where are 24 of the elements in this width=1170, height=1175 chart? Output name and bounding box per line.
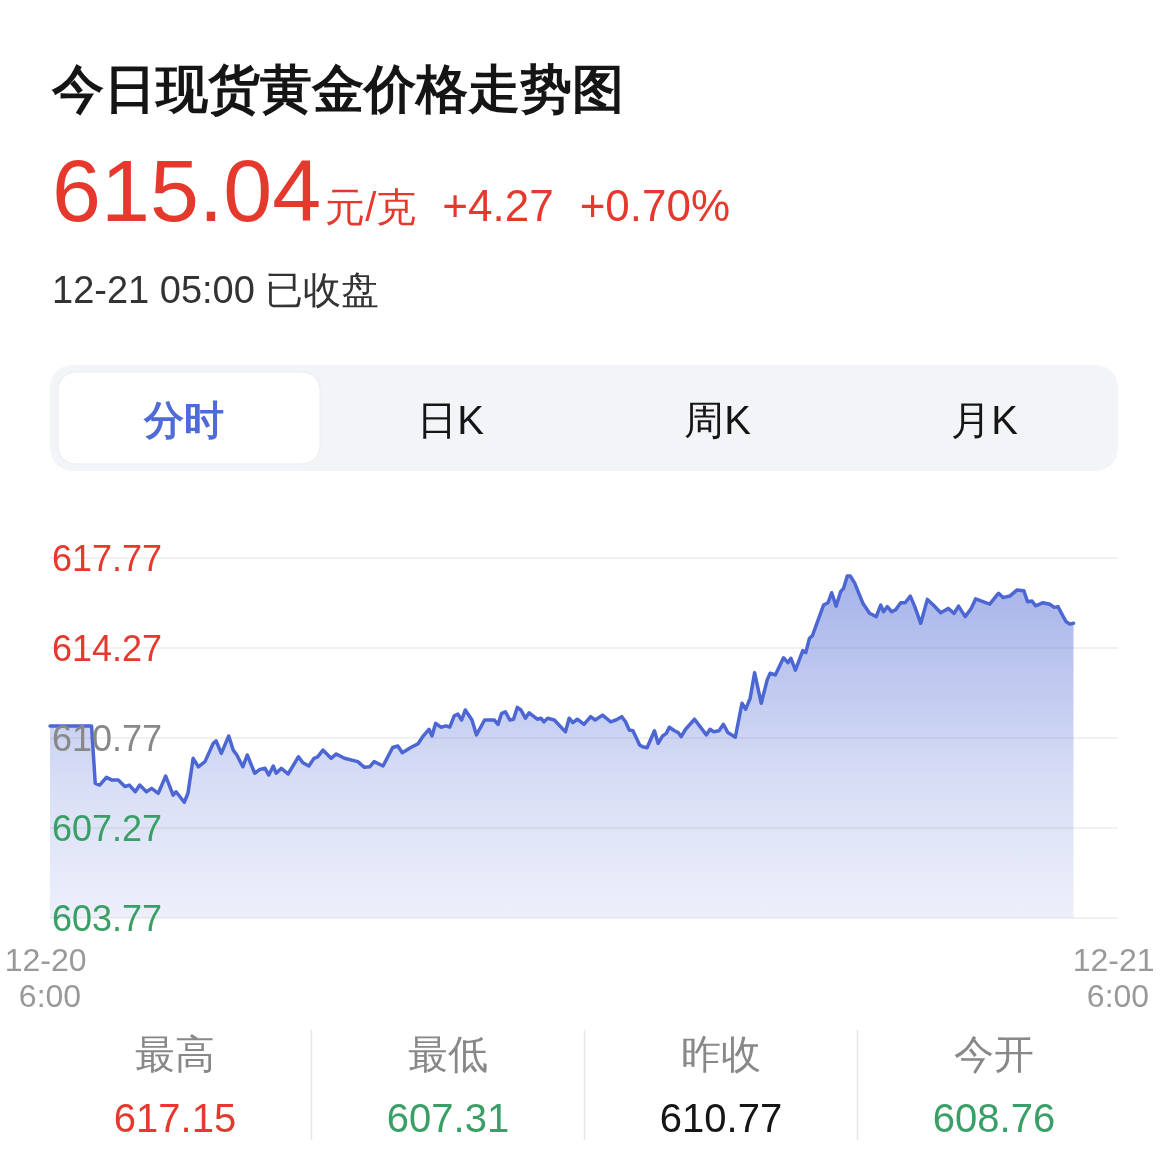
text: 610.77	[659, 1096, 783, 1140]
text: 元/克	[325, 185, 417, 229]
chart-title: 今日现货黄金价格走势图	[51, 60, 624, 118]
y-tick-label: 607.27	[52, 807, 163, 849]
text: +4.27	[442, 181, 554, 230]
y-tick-label: 603.77	[52, 897, 163, 939]
text: 607.31	[386, 1096, 510, 1140]
tab-label: 日K	[417, 398, 484, 442]
tab-selected: 分时	[57, 371, 321, 465]
text: 最高	[135, 1032, 215, 1076]
text: 617.15	[113, 1096, 237, 1140]
y-tick-label: 617.77	[52, 537, 163, 579]
text: 608.76	[932, 1096, 1056, 1140]
y-tick-label: 614.27	[52, 627, 163, 669]
text: 12-21 05:00 已收盘	[52, 269, 380, 311]
text: 昨收	[681, 1032, 761, 1076]
tab-label: 月K	[951, 398, 1018, 442]
x-tick-label: 12-21 6:00	[1072, 942, 1164, 1014]
text: 今开	[954, 1032, 1034, 1076]
text: 最低	[408, 1032, 488, 1076]
x-tick-label: 12-20 6:00	[4, 942, 96, 1014]
text: 615.04	[52, 141, 322, 240]
tab-label: 周K	[684, 398, 751, 442]
text: +0.70%	[579, 181, 731, 230]
